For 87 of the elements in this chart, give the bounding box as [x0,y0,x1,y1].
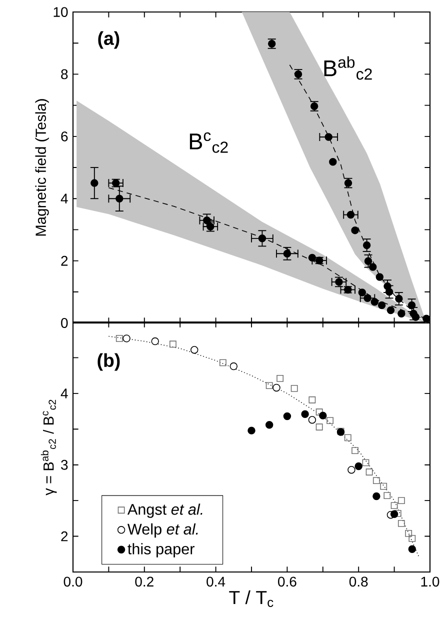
point [319,412,327,420]
point [266,382,273,390]
y-tick-label: 3 [61,460,68,470]
point [219,359,226,366]
x-tick-label: 0.8 [349,576,368,587]
y-tick-label: 4 [60,194,68,204]
point [380,482,388,490]
x-tick-label: 0.2 [135,576,154,587]
legend-label: this paper [128,543,194,558]
x-tick-label: 0.6 [278,576,296,587]
point [90,179,98,187]
y-axis-title: Magnetic field (Tesla) [35,99,49,236]
point [203,216,211,224]
point [390,502,398,510]
point [316,424,323,430]
legend-label: Welp et al. [127,523,198,538]
point [116,334,123,342]
x-tick-label: 1.0 [421,576,440,587]
x-axis-title: T / T$_{c}$ [229,590,274,607]
point [290,384,298,392]
point [384,492,391,500]
point [308,416,316,424]
annotation: B$^{c}$c2 [190,132,228,153]
point [376,273,384,281]
annotation: (a) [98,31,120,49]
point [408,534,416,542]
point [151,337,159,346]
point [272,384,280,392]
x-tick-label: 0.4 [206,576,226,587]
y-tick-label: 2 [61,531,68,542]
y-axis-title: γ = B$^{ab}$$_{c2}$ / B$^{c}$c2 [40,400,57,496]
point [398,497,405,504]
point [358,288,366,296]
point [351,226,359,234]
point [348,466,356,474]
point [301,410,309,418]
point [265,420,274,429]
point [385,288,394,296]
point [370,298,379,306]
y-tick-label: 6 [61,131,68,142]
point [369,263,377,271]
y-tick-label: 8 [61,69,68,80]
point [408,301,416,310]
point [169,340,176,348]
point [398,310,406,318]
point [258,234,266,242]
point [372,492,380,500]
point [395,294,403,303]
point [324,133,332,141]
point [390,510,398,518]
point [362,459,370,466]
y-tick-label: 4 [60,388,68,398]
point [410,310,418,318]
point [283,250,292,258]
annotation: B$^{ab}$c2 [324,56,372,80]
point [352,447,358,454]
point [230,362,238,370]
point [283,412,292,420]
point [190,346,198,354]
point [405,530,412,537]
point [122,334,130,342]
point [364,294,372,302]
y-tick-label: 10 [54,7,68,17]
point [346,210,355,219]
y-tick-label: 0 [61,318,68,328]
point [276,374,284,382]
point [366,468,373,476]
point [354,462,362,470]
point [116,194,124,202]
point [378,301,386,310]
point [326,417,334,424]
point [344,434,352,442]
annotation: (b) [98,353,120,371]
x-tick-label: 0.0 [64,576,82,587]
y-tick-label: 2 [61,256,68,266]
point [408,545,416,554]
point [398,520,405,527]
legend-label: Angst et al. [127,504,202,518]
point [248,426,256,434]
point [372,477,380,484]
point [329,158,337,166]
point [386,306,395,314]
point [308,254,316,262]
point [364,257,372,265]
point [316,408,323,416]
point [362,241,371,250]
point [308,396,316,404]
